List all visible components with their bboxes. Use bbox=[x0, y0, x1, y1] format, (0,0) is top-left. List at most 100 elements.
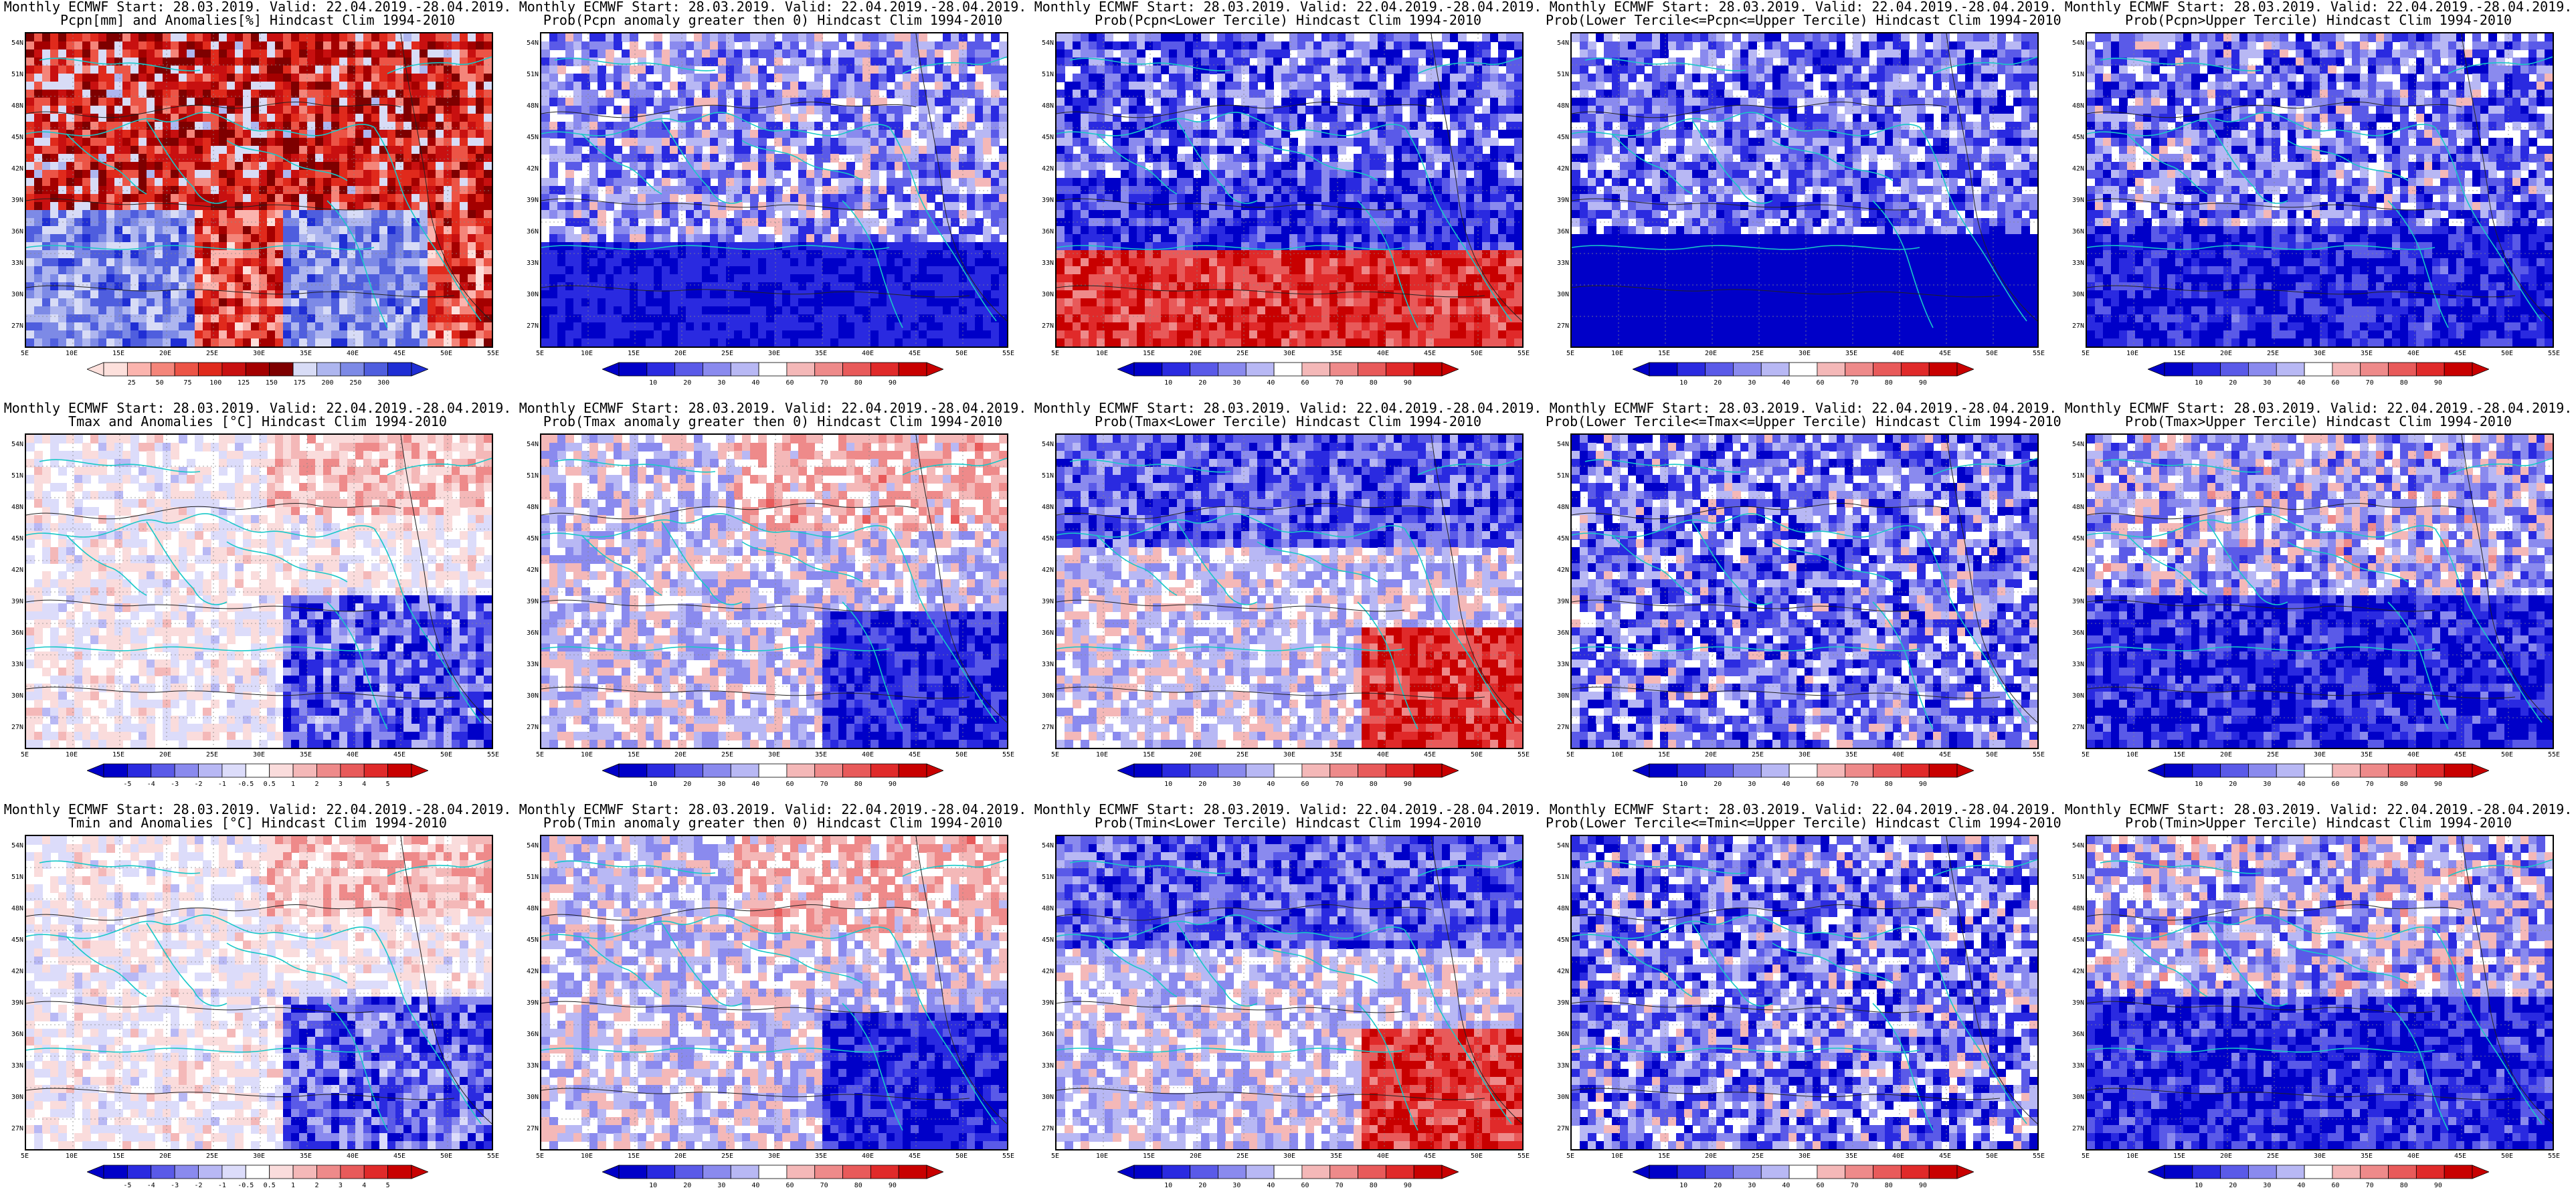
colorbar-tick-label: 10 bbox=[2189, 781, 2209, 788]
latitude-label: 51N bbox=[521, 874, 539, 881]
map-frame bbox=[540, 32, 1008, 348]
latitude-label: 36N bbox=[1551, 229, 1569, 235]
latitude-label: 45N bbox=[1551, 536, 1569, 542]
longitude-label: 55E bbox=[2544, 350, 2564, 357]
latitude-label: 33N bbox=[1551, 662, 1569, 668]
colorbar-tick-label: 90 bbox=[1398, 380, 1418, 387]
latitude-label: 33N bbox=[521, 662, 539, 668]
longitude-label: 10E bbox=[1092, 752, 1112, 759]
latitude-label: 27N bbox=[1036, 323, 1054, 330]
latitude-label: 45N bbox=[1551, 134, 1569, 141]
latitude-label: 30N bbox=[1551, 1094, 1569, 1101]
longitude-label: 45E bbox=[2450, 1153, 2470, 1160]
longitude-label: 35E bbox=[1326, 1153, 1346, 1160]
latitude-label: 36N bbox=[2066, 1031, 2084, 1038]
longitude-label: 35E bbox=[1326, 350, 1346, 357]
longitude-label: 5E bbox=[530, 752, 550, 759]
latitude-label: 39N bbox=[5, 1000, 23, 1007]
panel-title-line2: Prob(Lower Tercile<=Tmin<=Upper Tercile)… bbox=[1546, 816, 2061, 830]
latitude-label: 27N bbox=[521, 1126, 539, 1132]
longitude-label: 35E bbox=[811, 350, 831, 357]
latitude-label: 33N bbox=[1036, 260, 1054, 267]
longitude-label: 40E bbox=[1373, 350, 1393, 357]
colorbar-tick-label: 30 bbox=[1742, 380, 1762, 387]
latitude-label: 54N bbox=[5, 40, 23, 47]
longitude-label: 45E bbox=[2450, 350, 2470, 357]
longitude-label: 5E bbox=[1045, 1153, 1065, 1160]
latitude-label: 27N bbox=[5, 1126, 23, 1132]
forecast-field bbox=[1056, 836, 1522, 1149]
colorbar bbox=[1633, 1164, 1974, 1180]
latitude-label: 39N bbox=[5, 197, 23, 204]
colorbar-tick-label: 4 bbox=[354, 1183, 374, 1189]
map-frame bbox=[2086, 32, 2554, 348]
longitude-label: 20E bbox=[2216, 752, 2236, 759]
longitude-label: 40E bbox=[343, 752, 363, 759]
latitude-label: 42N bbox=[521, 567, 539, 574]
longitude-label: 10E bbox=[1607, 752, 1627, 759]
longitude-label: 10E bbox=[62, 1153, 82, 1160]
longitude-label: 5E bbox=[2076, 350, 2096, 357]
map-panel: Monthly ECMWF Start: 28.03.2019. Valid: … bbox=[2061, 401, 2576, 803]
map-panel: Monthly ECMWF Start: 28.03.2019. Valid: … bbox=[0, 803, 515, 1204]
colorbar-tick-label: 60 bbox=[1295, 781, 1315, 788]
colorbar-tick-label: 200 bbox=[318, 380, 338, 387]
longitude-label: 50E bbox=[2497, 350, 2517, 357]
longitude-label: 20E bbox=[670, 752, 691, 759]
latitude-label: 30N bbox=[521, 693, 539, 700]
map-frame bbox=[1570, 835, 2039, 1150]
colorbar bbox=[2148, 361, 2489, 377]
colorbar-tick-label: 20 bbox=[1708, 380, 1728, 387]
latitude-label: 33N bbox=[1551, 1063, 1569, 1070]
colorbar-tick-label: -5 bbox=[117, 781, 137, 788]
panel-title-line1: Monthly ECMWF Start: 28.03.2019. Valid: … bbox=[515, 0, 1030, 14]
colorbar-tick-label: 30 bbox=[711, 1183, 731, 1189]
longitude-label: 30E bbox=[2310, 350, 2330, 357]
longitude-label: 20E bbox=[1701, 752, 1721, 759]
colorbar-tick-label: 10 bbox=[1158, 380, 1178, 387]
latitude-label: 42N bbox=[5, 969, 23, 975]
latitude-label: 48N bbox=[1551, 906, 1569, 912]
latitude-label: 33N bbox=[5, 260, 23, 267]
colorbar-tick-label: 40 bbox=[1261, 781, 1281, 788]
longitude-label: 30E bbox=[1279, 752, 1299, 759]
latitude-label: 45N bbox=[1551, 937, 1569, 944]
colorbar-tick-label: -2 bbox=[189, 1183, 209, 1189]
panel-title-line1: Monthly ECMWF Start: 28.03.2019. Valid: … bbox=[0, 0, 515, 14]
colorbar-tick-label: 80 bbox=[1364, 781, 1384, 788]
latitude-label: 42N bbox=[521, 969, 539, 975]
colorbar-tick-label: -0.5 bbox=[236, 781, 256, 788]
longitude-label: 55E bbox=[483, 752, 503, 759]
colorbar-tick-label: 30 bbox=[1226, 781, 1247, 788]
latitude-label: 27N bbox=[521, 323, 539, 330]
longitude-label: 20E bbox=[2216, 1153, 2236, 1160]
colorbar-tick-label: 25 bbox=[122, 380, 142, 387]
latitude-label: 45N bbox=[5, 937, 23, 944]
longitude-label: 25E bbox=[2263, 350, 2283, 357]
forecast-field bbox=[541, 33, 1007, 346]
longitude-label: 35E bbox=[296, 752, 316, 759]
colorbar-tick-label: 20 bbox=[1192, 781, 1212, 788]
latitude-label: 42N bbox=[1551, 166, 1569, 173]
panel-title-line2: Prob(Tmax anomaly greater then 0) Hindca… bbox=[515, 415, 1030, 429]
colorbar-tick-label: 80 bbox=[1879, 781, 1899, 788]
longitude-label: 10E bbox=[2122, 1153, 2142, 1160]
latitude-label: 45N bbox=[521, 134, 539, 141]
forecast-field bbox=[1572, 435, 2037, 748]
forecast-field bbox=[1572, 33, 2037, 346]
latitude-label: 54N bbox=[1036, 40, 1054, 47]
longitude-label: 15E bbox=[624, 350, 644, 357]
panel-title-line1: Monthly ECMWF Start: 28.03.2019. Valid: … bbox=[1030, 803, 1546, 817]
colorbar-tick-label: 30 bbox=[1226, 1183, 1247, 1189]
colorbar-tick-label: 1 bbox=[283, 1183, 303, 1189]
colorbar-tick-label: 40 bbox=[1261, 380, 1281, 387]
latitude-label: 39N bbox=[1551, 1000, 1569, 1007]
colorbar-tick-label: 2 bbox=[306, 1183, 327, 1189]
longitude-label: 20E bbox=[155, 350, 175, 357]
colorbar-tick-label: 60 bbox=[780, 781, 800, 788]
colorbar-tick-label: 20 bbox=[2223, 781, 2243, 788]
latitude-label: 51N bbox=[521, 473, 539, 480]
colorbar-tick-label: 80 bbox=[848, 380, 868, 387]
latitude-label: 27N bbox=[1551, 724, 1569, 731]
longitude-label: 40E bbox=[2403, 1153, 2423, 1160]
